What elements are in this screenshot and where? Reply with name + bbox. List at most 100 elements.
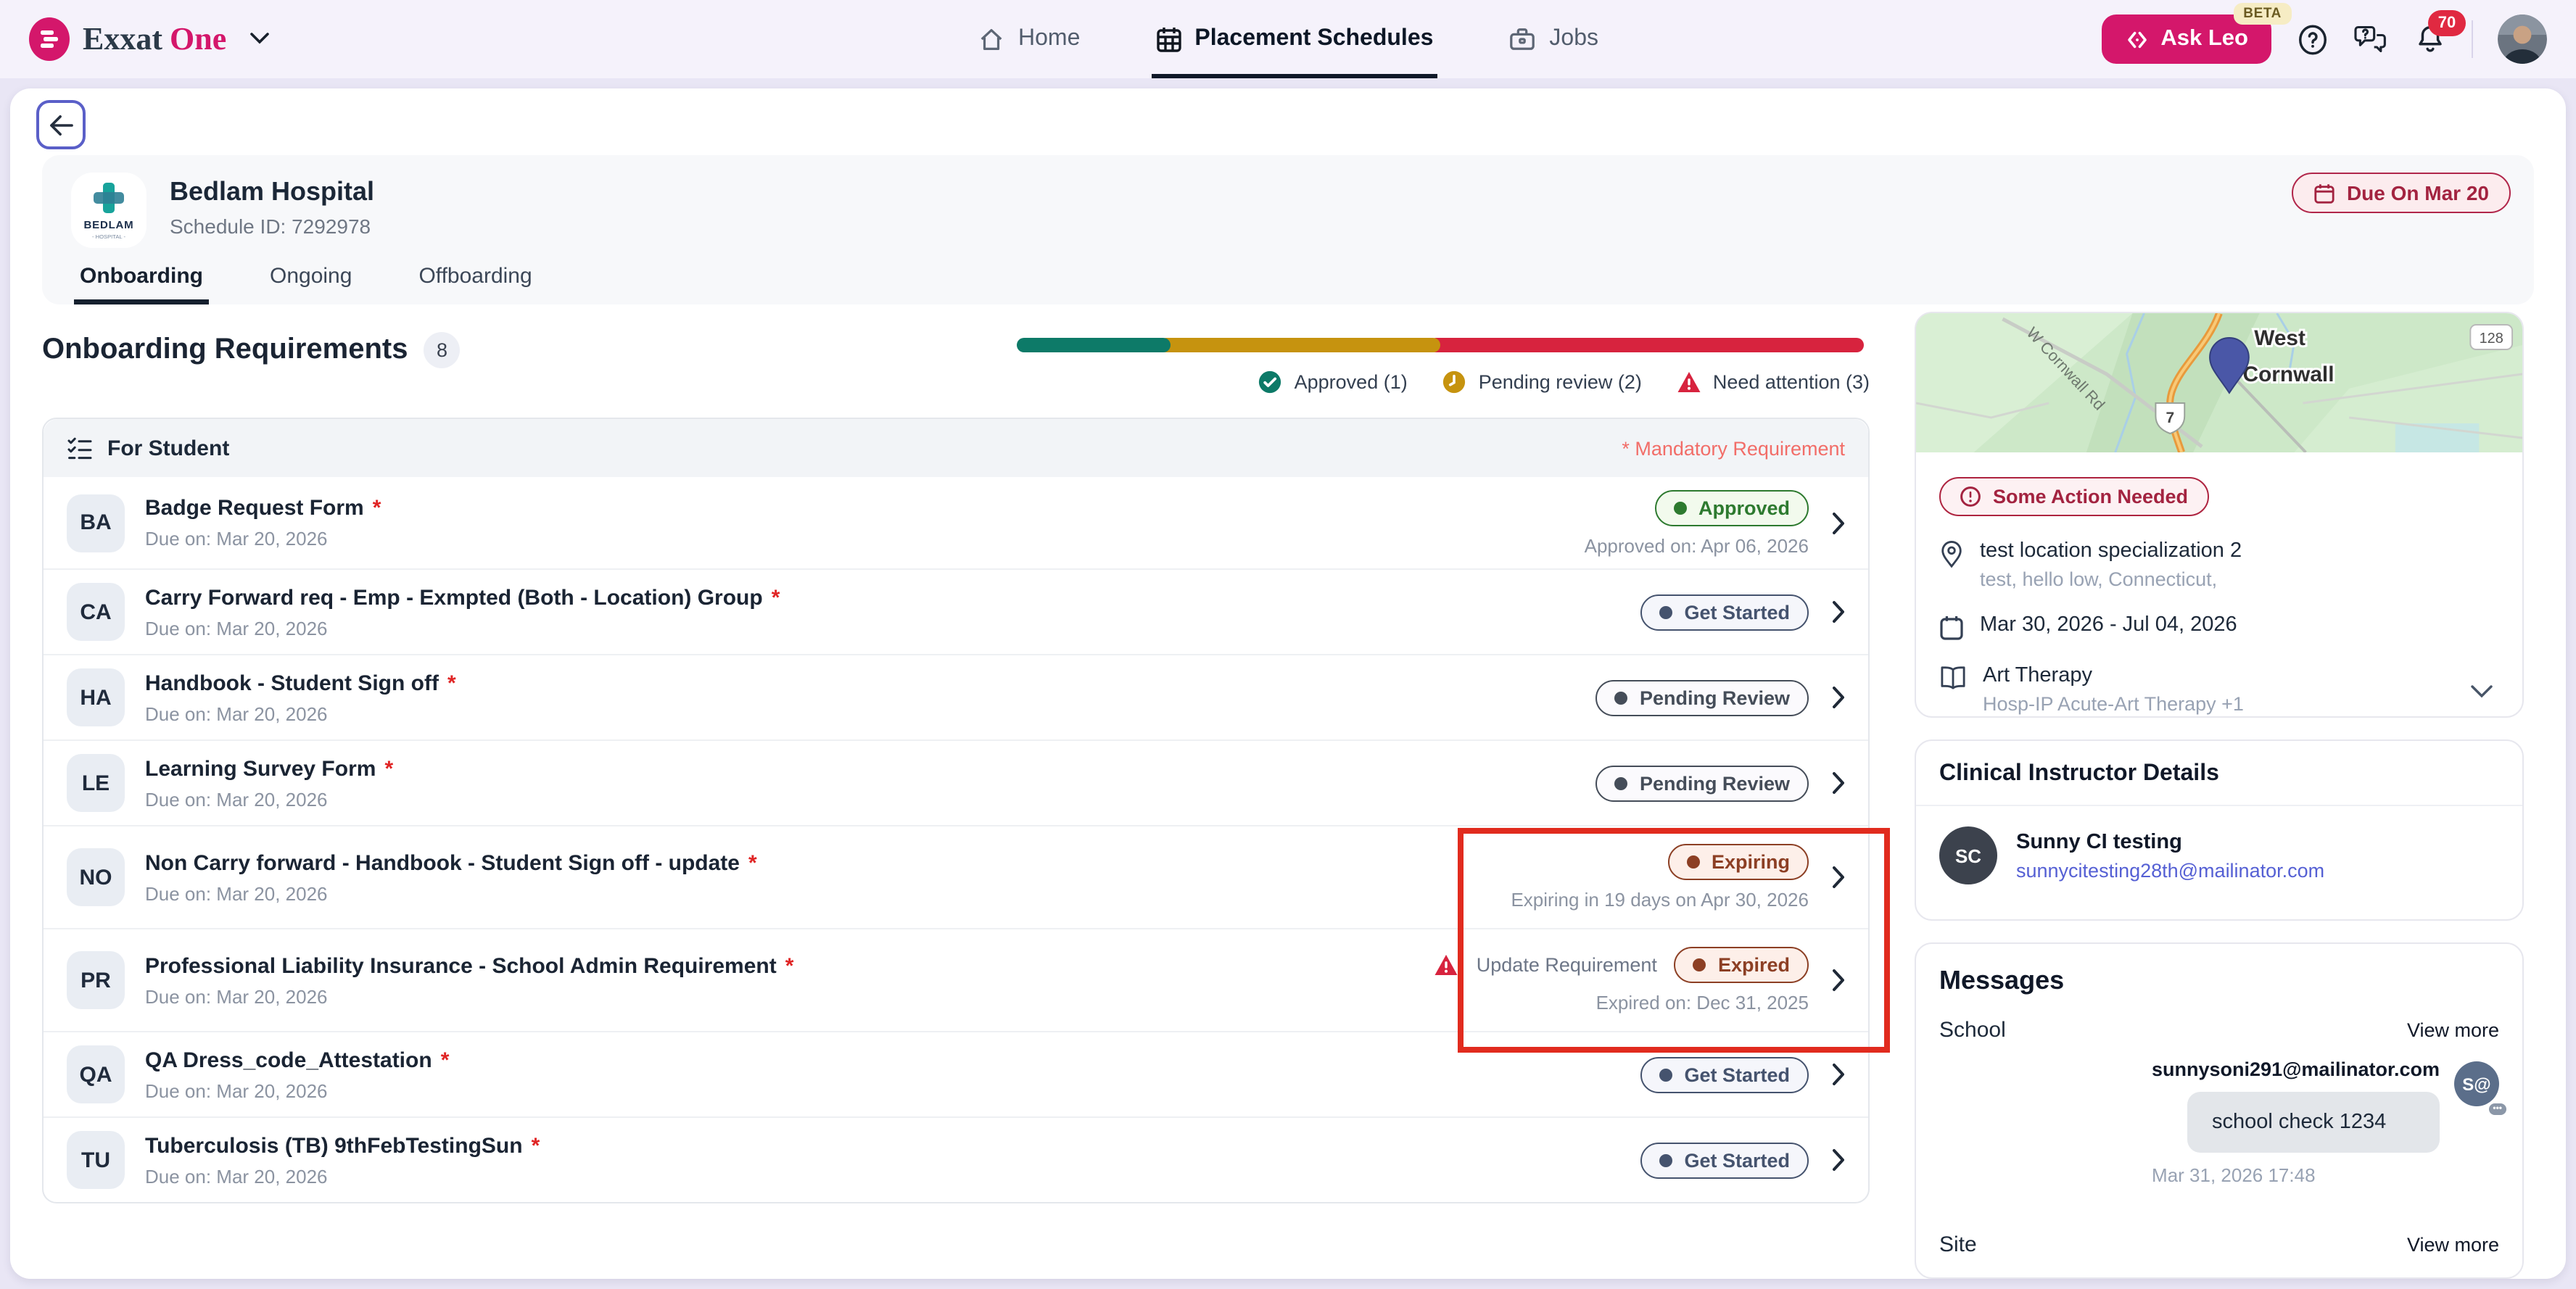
requirement-name: Non Carry forward - Handbook - Student S… bbox=[145, 850, 757, 875]
facility-logo: BEDLAM - HOSPITAL - bbox=[71, 173, 146, 248]
site-label: Site bbox=[1939, 1232, 1977, 1257]
location-map[interactable]: W Cornwall Rd West Cornwall 128 7 bbox=[1916, 313, 2522, 452]
status-pill: Get Started bbox=[1640, 1056, 1809, 1093]
nav-item-home[interactable]: Home bbox=[973, 0, 1084, 78]
mandatory-asterisk: * bbox=[785, 953, 794, 978]
program-subtitle: Hosp-IP Acute-Art Therapy +1 bbox=[1983, 693, 2244, 715]
exxat-logo-icon bbox=[29, 17, 70, 61]
progress-legend: Approved (1) Pending review (2) Need att… bbox=[1017, 370, 1870, 394]
mandatory-asterisk: * bbox=[440, 1048, 450, 1072]
site-view-more-link[interactable]: View more bbox=[2406, 1234, 2499, 1256]
map-town-line2: Cornwall bbox=[2243, 362, 2334, 386]
feedback-chat-button[interactable] bbox=[2354, 23, 2389, 55]
requirement-initials: HA bbox=[67, 668, 125, 726]
chevron-right-icon bbox=[1832, 969, 1845, 992]
help-button[interactable] bbox=[2296, 22, 2329, 56]
requirement-row[interactable]: LE Learning Survey Form * Due on: Mar 20,… bbox=[44, 739, 1868, 825]
svg-text:- HOSPITAL -: - HOSPITAL - bbox=[92, 233, 125, 240]
schedule-id: Schedule ID: 7292978 bbox=[170, 215, 371, 238]
requirement-row[interactable]: TU Tuberculosis (TB) 9thFebTestingSun * D… bbox=[44, 1116, 1868, 1202]
requirement-row[interactable]: HA Handbook - Student Sign off * Due on: … bbox=[44, 654, 1868, 739]
chevron-right-icon bbox=[1832, 866, 1845, 889]
brand-chevron-down-icon[interactable] bbox=[249, 26, 270, 52]
requirement-due-date: Due on: Mar 20, 2026 bbox=[145, 702, 328, 724]
facility-name: Bedlam Hospital bbox=[170, 177, 375, 206]
progress-segment-attention bbox=[1428, 338, 1864, 352]
requirement-row[interactable]: QA QA Dress_code_Attestation * Due on: Ma… bbox=[44, 1031, 1868, 1116]
alert-circle-icon bbox=[1960, 486, 1981, 507]
due-date-badge[interactable]: Due On Mar 20 bbox=[2291, 173, 2511, 213]
status-subtext: Expiring in 19 days on Apr 30, 2026 bbox=[1511, 889, 1809, 911]
notification-count-badge: 70 bbox=[2428, 9, 2466, 36]
clinical-instructor-title: Clinical Instructor Details bbox=[1916, 741, 2522, 806]
requirement-due-date: Due on: Mar 20, 2026 bbox=[145, 788, 328, 810]
back-button[interactable] bbox=[36, 100, 86, 149]
school-view-more-link[interactable]: View more bbox=[2406, 1019, 2499, 1041]
requirement-initials: QA bbox=[67, 1045, 125, 1103]
progress-bar bbox=[1017, 338, 1870, 352]
brand-logo[interactable]: Exxat One bbox=[29, 17, 270, 61]
home-icon bbox=[981, 28, 1002, 49]
school-label: School bbox=[1939, 1018, 2006, 1043]
requirements-progress: Approved (1) Pending review (2) Need att… bbox=[1017, 332, 1870, 394]
user-avatar[interactable] bbox=[2498, 14, 2547, 64]
chevron-right-icon bbox=[1832, 686, 1845, 709]
chevron-right-icon bbox=[1832, 771, 1845, 795]
mandatory-asterisk: * bbox=[372, 496, 381, 521]
ask-leo-button[interactable]: Ask Leo BETA bbox=[2101, 3, 2292, 64]
map-route-shield: 7 bbox=[2166, 410, 2175, 426]
messages-card: Messages School View more sunnysoni291@m… bbox=[1915, 942, 2524, 1279]
clock-icon bbox=[1443, 370, 1466, 394]
requirement-row[interactable]: BA Badge Request Form * Due on: Mar 20, 2… bbox=[44, 477, 1868, 568]
tab-onboarding[interactable]: Onboarding bbox=[74, 264, 209, 304]
status-subtext: Approved on: Apr 06, 2026 bbox=[1584, 534, 1809, 556]
update-warning-icon bbox=[1433, 953, 1459, 977]
leo-icon bbox=[2127, 30, 2147, 48]
map-town-line1: West bbox=[2254, 326, 2305, 350]
requirement-name: QA Dress_code_Attestation * bbox=[145, 1048, 450, 1072]
status-subtext: Expired on: Dec 31, 2025 bbox=[1595, 992, 1809, 1014]
requirement-row[interactable]: CA Carry Forward req - Emp - Exmpted (Bo… bbox=[44, 568, 1868, 654]
legend-pending-review: Pending review (2) bbox=[1442, 370, 1642, 394]
tab-offboarding[interactable]: Offboarding bbox=[418, 264, 532, 289]
requirement-row[interactable]: PR Professional Liability Insurance - Sc… bbox=[44, 928, 1868, 1031]
program-title: Art Therapy bbox=[1983, 664, 2092, 687]
requirement-initials: TU bbox=[67, 1131, 125, 1189]
status-dot bbox=[1686, 855, 1700, 869]
instructor-name: Sunny CI testing bbox=[2016, 830, 2182, 853]
message-item: sunnysoni291@mailinator.com school check… bbox=[1939, 1058, 2506, 1186]
status-pill: Get Started bbox=[1640, 594, 1809, 630]
mandatory-requirement-note: * Mandatory Requirement bbox=[1622, 437, 1845, 459]
briefcase-icon bbox=[1510, 28, 1535, 50]
map-route-badge: 128 bbox=[2480, 331, 2503, 347]
instructor-email-link[interactable]: sunnycitesting28th@mailinator.com bbox=[2016, 859, 2325, 881]
schedule-tabs: Onboarding Ongoing Offboarding bbox=[74, 264, 538, 304]
requirement-due-date: Due on: Mar 20, 2026 bbox=[145, 1165, 328, 1187]
status-pre-label: Update Requirement bbox=[1476, 954, 1657, 976]
nav-item-jobs[interactable]: Jobs bbox=[1504, 0, 1603, 78]
tab-ongoing[interactable]: Ongoing bbox=[270, 264, 352, 289]
requirement-initials: PR bbox=[67, 951, 125, 1009]
requirement-row[interactable]: NO Non Carry forward - Handbook - Studen… bbox=[44, 825, 1868, 928]
expand-chevron-down-icon[interactable] bbox=[2470, 684, 2493, 699]
requirement-due-date: Due on: Mar 20, 2026 bbox=[145, 1079, 328, 1101]
beta-badge: BETA bbox=[2233, 3, 2292, 25]
status-dot bbox=[1614, 776, 1628, 789]
mandatory-asterisk: * bbox=[447, 671, 456, 695]
notifications-button[interactable]: 70 bbox=[2414, 9, 2466, 56]
action-needed-badge: Some Action Needed bbox=[1939, 477, 2209, 516]
status-dot bbox=[1659, 1068, 1673, 1081]
nav-item-placement-schedules[interactable]: Placement Schedules bbox=[1151, 0, 1437, 78]
status-pill: Expiring bbox=[1667, 844, 1809, 880]
page-card: BEDLAM - HOSPITAL - Bedlam Hospital Sched… bbox=[10, 88, 2566, 1279]
requirements-title: Onboarding Requirements 8 bbox=[42, 332, 461, 368]
date-range-info: Mar 30, 2026 - Jul 04, 2026 bbox=[1939, 613, 2499, 641]
messages-site-section: Site View more bbox=[1939, 1232, 2499, 1257]
chevron-right-icon bbox=[1832, 1063, 1845, 1086]
requirement-name: Learning Survey Form * bbox=[145, 756, 394, 781]
nav-divider bbox=[2472, 20, 2473, 58]
chat-question-icon bbox=[2354, 25, 2386, 53]
status-dot bbox=[1693, 958, 1706, 971]
message-sender: sunnysoni291@mailinator.com bbox=[2152, 1058, 2440, 1080]
